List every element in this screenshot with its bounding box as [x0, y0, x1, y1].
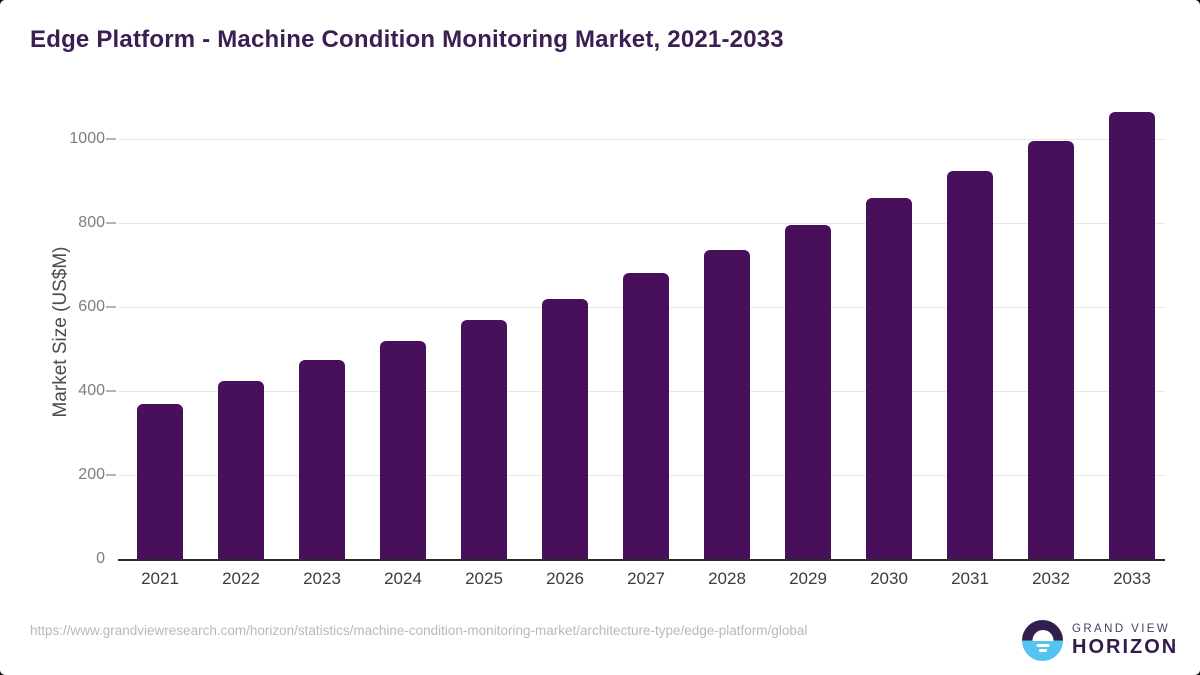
- bar-2027: [623, 273, 669, 559]
- bar-2028: [704, 250, 750, 559]
- brand-name-grand-view: GRAND VIEW: [1072, 622, 1171, 635]
- bar-2030: [866, 197, 912, 559]
- y-tickmark-400: [106, 390, 116, 392]
- bar-2024: [380, 340, 426, 559]
- x-tick-label-2023: 2023: [303, 569, 341, 588]
- bar-2021: [137, 403, 183, 559]
- bar-2025: [461, 319, 507, 559]
- horizon-sun-logo-icon: [1022, 620, 1063, 661]
- y-tick-label-200: 200: [78, 466, 105, 483]
- y-tickmark-800: [106, 222, 116, 224]
- x-axis-line: [118, 559, 1165, 561]
- x-tick-label-2024: 2024: [384, 569, 422, 588]
- y-tickmark-1000: [106, 138, 116, 140]
- x-tick-label-2029: 2029: [789, 569, 827, 588]
- x-tick-label-2026: 2026: [546, 569, 584, 588]
- logo-water-line-1: [1036, 643, 1049, 647]
- chart-title: Edge Platform - Machine Condition Monito…: [30, 26, 784, 53]
- x-tick-label-2022: 2022: [222, 569, 260, 588]
- brand-logo: GRAND VIEW HORIZON: [1022, 620, 1178, 661]
- brand-name-horizon: HORIZON: [1072, 635, 1179, 658]
- x-tick-label-2032: 2032: [1032, 569, 1070, 588]
- x-tick-label-2027: 2027: [627, 569, 665, 588]
- bar-2023: [299, 359, 345, 559]
- x-tick-label-2033: 2033: [1113, 569, 1151, 588]
- x-tick-label-2031: 2031: [951, 569, 989, 588]
- bar-2022: [218, 380, 264, 559]
- logo-water-line-2: [1038, 649, 1047, 652]
- bar-2033: [1109, 111, 1155, 559]
- y-tickmark-200: [106, 474, 116, 476]
- logo-dome-shape: [1032, 630, 1053, 641]
- x-tick-label-2025: 2025: [465, 569, 503, 588]
- source-url: https://www.grandviewresearch.com/horizo…: [30, 623, 808, 638]
- y-tick-label-1000: 1000: [69, 130, 105, 147]
- x-tick-label-2030: 2030: [870, 569, 908, 588]
- y-tick-label-400: 400: [78, 382, 105, 399]
- x-tick-label-2021: 2021: [141, 569, 179, 588]
- gridline-1000: [118, 139, 1165, 140]
- bar-2032: [1028, 141, 1074, 559]
- brand-logo-text: GRAND VIEW HORIZON: [1072, 623, 1178, 659]
- gridline-800: [118, 223, 1165, 224]
- y-tick-label-800: 800: [78, 214, 105, 231]
- bar-2026: [542, 298, 588, 559]
- y-tick-label-600: 600: [78, 298, 105, 315]
- x-tick-label-2028: 2028: [708, 569, 746, 588]
- y-tickmark-600: [106, 306, 116, 308]
- y-tick-label-0: 0: [96, 550, 105, 567]
- bar-2029: [785, 225, 831, 559]
- bar-2031: [947, 170, 993, 559]
